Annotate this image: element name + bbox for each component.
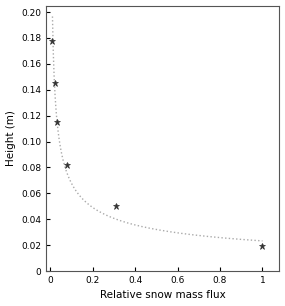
Y-axis label: Height (m): Height (m): [5, 110, 16, 166]
X-axis label: Relative snow mass flux: Relative snow mass flux: [100, 290, 226, 300]
